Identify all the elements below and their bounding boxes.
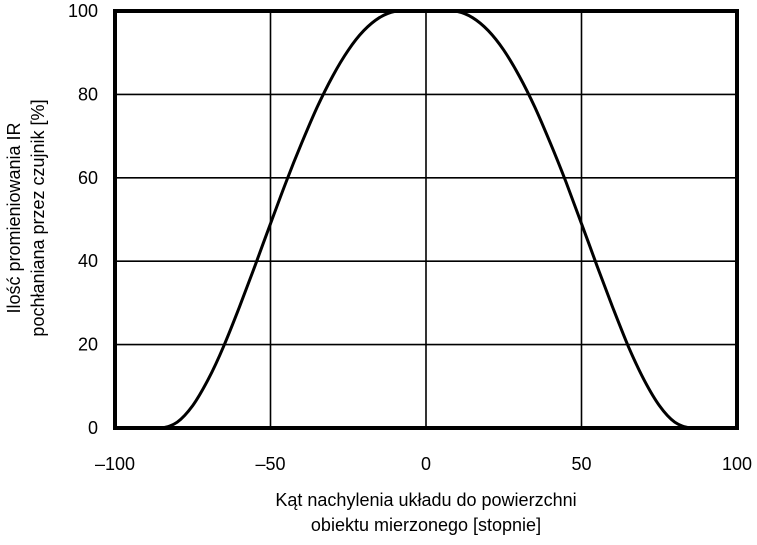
axis-titles: Kąt nachylenia układu do powierzchni obi… — [4, 99, 577, 535]
grid — [115, 11, 737, 428]
y-tick-label: 0 — [88, 418, 98, 438]
y-tick-label: 100 — [68, 1, 98, 21]
y-axis-title-line-2: pochłaniana przez czujnik [%] — [28, 99, 48, 336]
y-axis-title-line-1: Ilość promieniowania IR — [4, 122, 24, 313]
x-tick-label: –50 — [255, 454, 285, 474]
y-tick-label: 20 — [78, 335, 98, 355]
x-axis-title-line-1: Kąt nachylenia układu do powierzchni — [275, 490, 576, 510]
y-tick-label: 40 — [78, 251, 98, 271]
x-tick-label: –100 — [95, 454, 135, 474]
x-tick-label: 50 — [571, 454, 591, 474]
x-tick-label: 0 — [421, 454, 431, 474]
y-tick-label: 80 — [78, 84, 98, 104]
y-tick-label: 60 — [78, 168, 98, 188]
x-axis-title-line-2: obiektu mierzonego [stopnie] — [311, 515, 541, 535]
tick-labels: –100 –50 0 50 100 0 20 40 60 80 100 — [68, 1, 752, 474]
plot-frame — [113, 9, 739, 430]
x-tick-label: 100 — [722, 454, 752, 474]
